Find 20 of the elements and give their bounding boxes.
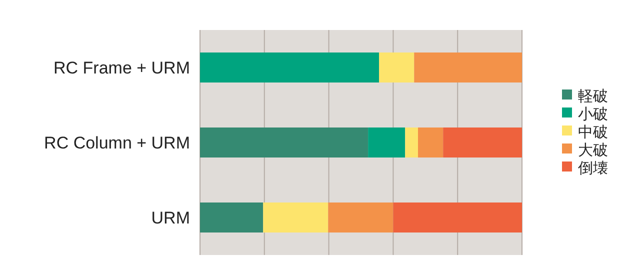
legend-label: 中破: [578, 124, 608, 141]
y-tick-label: RC Column + URM: [44, 133, 190, 152]
bar: [393, 202, 522, 232]
bar: [200, 202, 264, 232]
bar: [368, 128, 406, 158]
bar: [418, 128, 444, 158]
legend-label: 軽破: [578, 88, 608, 105]
legend-label: 大破: [578, 142, 608, 159]
bar: [200, 128, 368, 158]
y-tick-label: URM: [151, 208, 190, 228]
bar: [200, 52, 380, 82]
bar: [379, 52, 414, 82]
bar: [328, 202, 394, 232]
bar: [443, 128, 522, 158]
bar: [263, 202, 328, 232]
bar: [405, 128, 418, 158]
y-tick-label: RC Frame + URM: [54, 58, 190, 78]
bar: [414, 52, 522, 82]
legend-label: 倒壊: [578, 160, 608, 177]
legend-label: 小破: [578, 106, 608, 123]
